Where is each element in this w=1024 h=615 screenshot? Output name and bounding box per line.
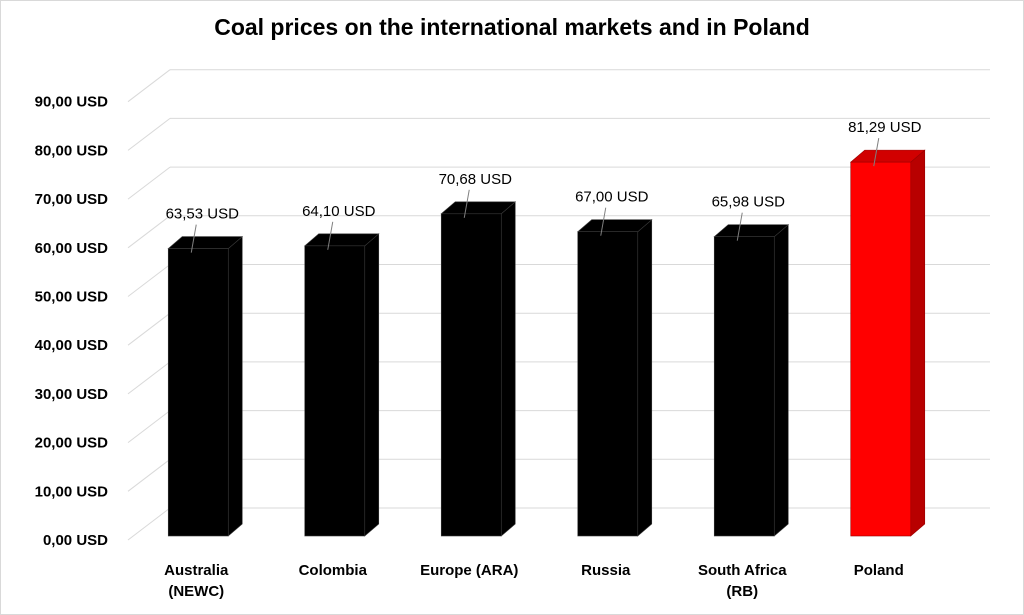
y-tick-label: 30,00 USD <box>35 386 109 403</box>
data-label-leader <box>600 207 607 236</box>
x-tick-label-line: South Africa <box>698 562 787 579</box>
gridline-depth <box>127 118 171 151</box>
bar-front <box>850 161 912 537</box>
y-tick-label: 90,00 USD <box>35 94 109 111</box>
bar-front <box>167 248 229 537</box>
x-tick-label-line: (NEWC) <box>168 583 224 600</box>
x-tick-label: Europe (ARA) <box>420 562 518 579</box>
gridline-depth <box>127 264 171 297</box>
x-tick-label: Poland <box>854 562 904 579</box>
data-labels: 63,53 USD 64,10 USD 70,68 USD 67,00 USD 65,9… <box>166 119 922 253</box>
y-tick-label: 0,00 USD <box>43 532 108 549</box>
x-tick-label-line: Europe (ARA) <box>420 562 518 579</box>
data-label: 63,53 USD <box>166 206 240 223</box>
data-label-leader <box>463 189 470 218</box>
data-label-leader <box>190 224 197 253</box>
bar-side <box>227 235 243 537</box>
x-tick-label-line: Poland <box>854 562 904 579</box>
gridline-depth <box>127 458 171 492</box>
data-label-leader <box>736 212 743 241</box>
bar-side <box>500 201 516 537</box>
data-label: 65,98 USD <box>712 194 786 211</box>
bar-side <box>637 219 653 537</box>
x-tick-label-line: Australia <box>164 562 229 579</box>
bar <box>576 219 653 537</box>
y-tick-label: 50,00 USD <box>35 289 109 306</box>
gridline-depth <box>127 69 171 103</box>
data-label: 70,68 USD <box>439 171 513 188</box>
data-label-leader <box>327 221 334 250</box>
bar-front <box>304 245 366 537</box>
bar-side <box>773 224 789 537</box>
data-label: 64,10 USD <box>302 203 376 220</box>
x-tick-label-line: Colombia <box>299 562 368 579</box>
gridline-depth <box>127 410 171 443</box>
y-tick-label: 60,00 USD <box>35 240 109 257</box>
y-tick-label: 40,00 USD <box>35 337 109 354</box>
bar <box>167 235 244 537</box>
chart-title: Coal prices on the international markets… <box>214 14 810 40</box>
y-tick-label: 70,00 USD <box>35 191 109 208</box>
x-tick-label: Colombia <box>299 562 368 579</box>
bar-front <box>577 231 639 537</box>
bar-front <box>713 236 775 537</box>
gridline-depth <box>127 507 171 541</box>
x-tick-label-line: (RB) <box>726 583 758 600</box>
bar <box>303 233 380 537</box>
y-tick-label: 10,00 USD <box>35 483 109 500</box>
data-label-leader <box>873 138 880 167</box>
bar-side <box>364 233 380 537</box>
bar <box>713 224 790 537</box>
gridline-depth <box>127 166 171 200</box>
bar <box>440 201 517 537</box>
x-tick-label: Australia (NEWC) <box>164 562 229 600</box>
x-tick-label-line: Russia <box>581 562 631 579</box>
y-tick-label: 20,00 USD <box>35 435 109 452</box>
data-label: 81,29 USD <box>848 119 922 136</box>
bar <box>849 149 926 537</box>
x-tick-label: South Africa (RB) <box>698 562 787 600</box>
gridline-depth <box>127 312 171 346</box>
gridline-depth <box>127 215 171 249</box>
x-tick-label: Russia <box>581 562 631 579</box>
bar-side <box>910 149 926 537</box>
x-axis: Australia (NEWC) Colombia Europe (ARA) Russi… <box>164 562 904 600</box>
y-axis: 0,00 USD 10,00 USD 20,00 USD 30,00 USD 40,00… <box>35 94 109 549</box>
data-label: 67,00 USD <box>575 189 649 206</box>
bar-front <box>440 213 502 537</box>
gridline-depth <box>127 361 171 395</box>
y-tick-label: 80,00 USD <box>35 142 109 159</box>
bars <box>167 149 926 537</box>
